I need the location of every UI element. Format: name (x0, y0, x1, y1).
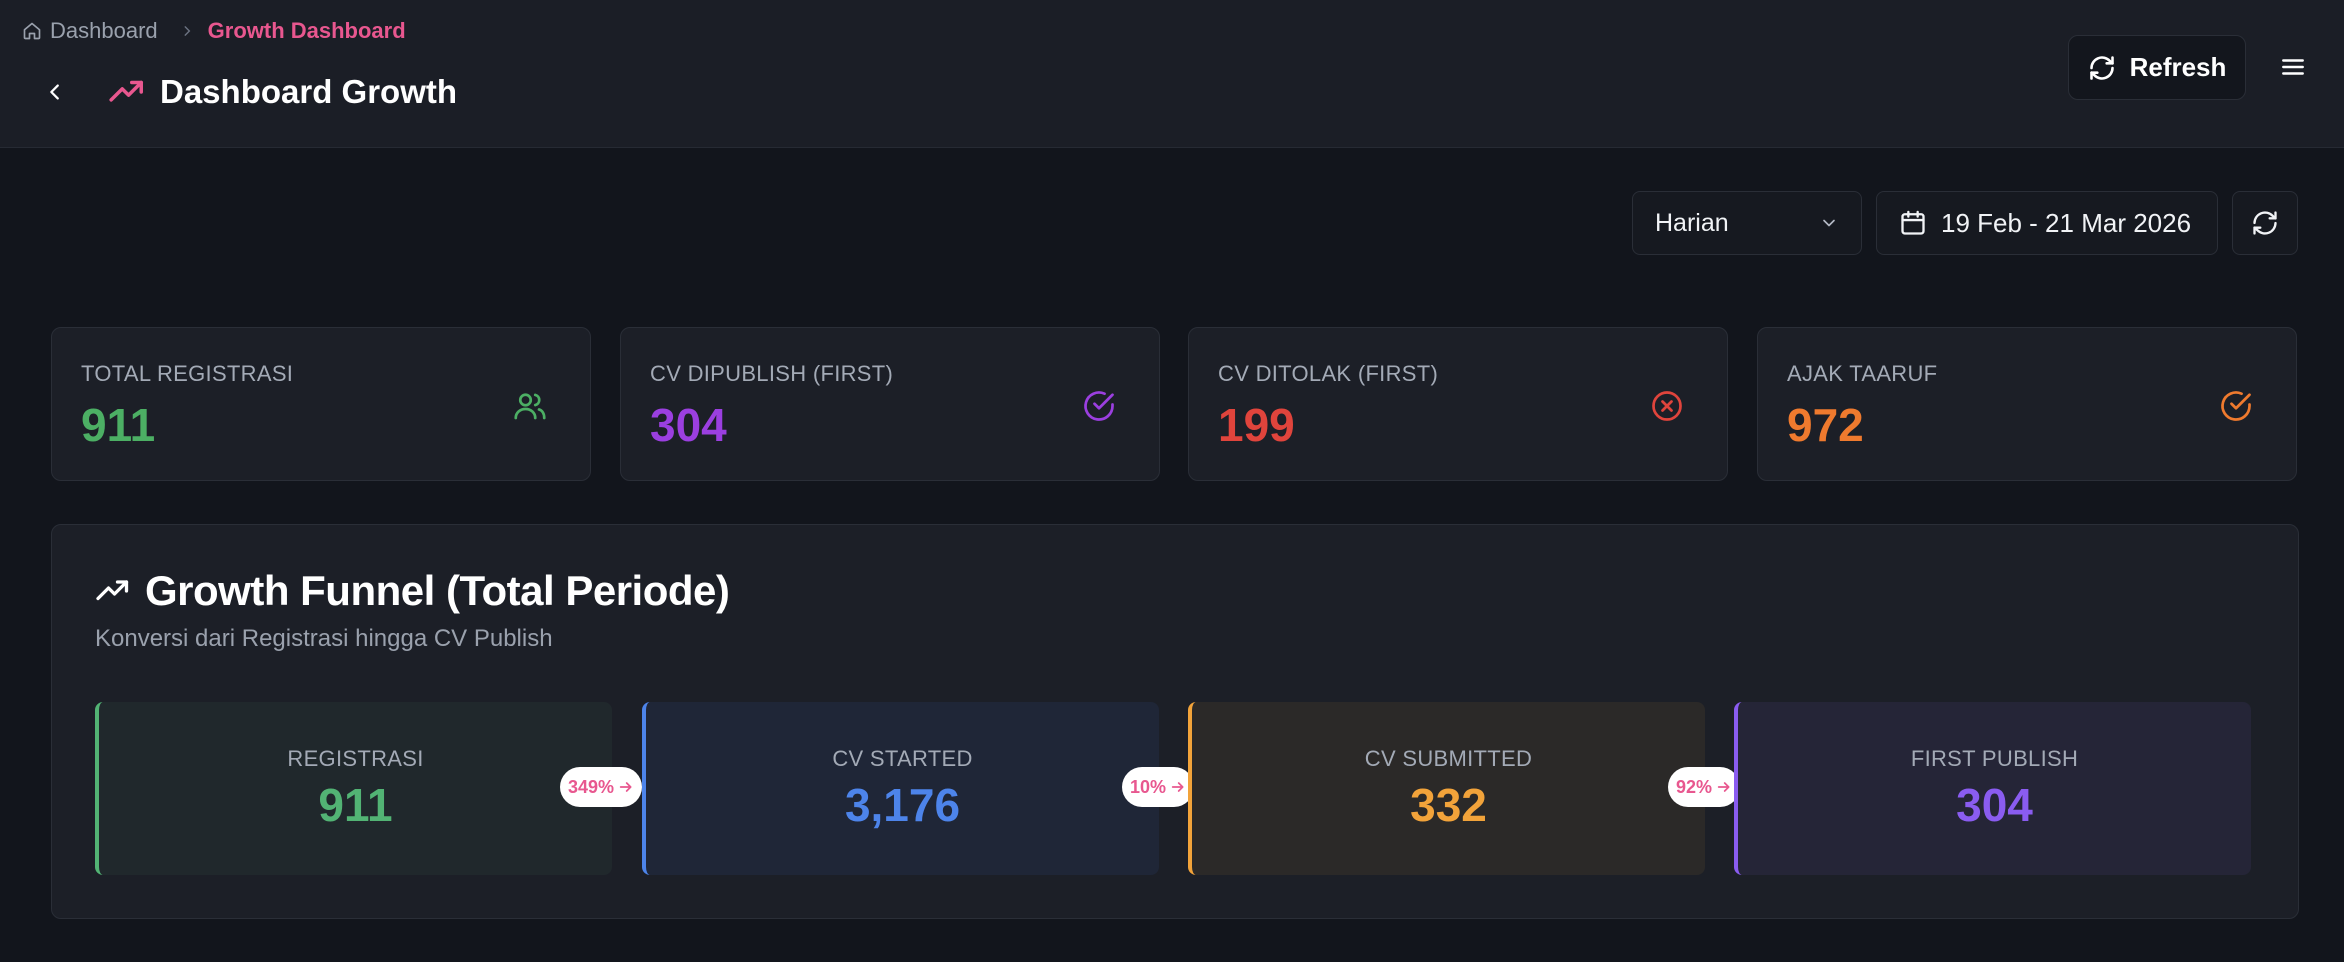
stat-label: CV DIPUBLISH (FIRST) (650, 361, 894, 386)
funnel-title-row: Growth Funnel (Total Periode) (95, 567, 730, 615)
stat-label: TOTAL REGISTRASI (81, 361, 294, 386)
x-circle-icon (1649, 388, 1685, 424)
page-header: Dashboard Growth Dashboard Dashboard Gro… (0, 0, 2344, 148)
home-icon (23, 22, 41, 40)
conversion-badge: 349% (560, 767, 643, 807)
period-select-value: Harian (1655, 208, 1729, 237)
stat-label: AJAK TAARUF (1787, 361, 1938, 386)
refresh-button-label: Refresh (2129, 52, 2227, 82)
chevron-right-icon (180, 24, 194, 38)
stat-value: 911 (81, 399, 156, 451)
stat-card-cv-ditolak: CV DITOLAK (FIRST) 199 (1188, 327, 1728, 481)
menu-button[interactable] (2276, 50, 2310, 84)
title-row: Dashboard Growth (40, 68, 457, 116)
reload-button[interactable] (2232, 191, 2298, 255)
conversion-value: 10% (1130, 776, 1167, 797)
back-button[interactable] (40, 77, 70, 107)
stage-value: 911 (318, 778, 393, 831)
page-title: Dashboard Growth (160, 73, 458, 110)
refresh-icon (2253, 211, 2277, 235)
check-circle-icon (1081, 388, 1117, 424)
funnel-stage-registrasi: REGISTRASI 911 (95, 702, 612, 875)
conversion-badge: 92% (1668, 767, 1741, 807)
conversion-badge: 10% (1122, 767, 1195, 807)
refresh-icon (2089, 55, 2114, 80)
arrow-right-icon (1171, 782, 1184, 792)
stage-label: CV STARTED (832, 745, 973, 771)
date-range-value: 19 Feb - 21 Mar 2026 (1941, 207, 2192, 238)
stage-label: CV SUBMITTED (1364, 745, 1533, 771)
stage-label: FIRST PUBLISH (1910, 745, 2079, 771)
breadcrumb: Dashboard Growth Dashboard (22, 16, 406, 46)
breadcrumb-home-link[interactable]: Dashboard (22, 18, 158, 44)
breadcrumb-home-label: Dashboard (50, 18, 158, 43)
check-circle-icon (2218, 388, 2254, 424)
growth-funnel-panel: Growth Funnel (Total Periode) Konversi d… (51, 524, 2299, 919)
hamburger-menu-icon (2282, 59, 2304, 75)
stat-card-cv-dipublish: CV DIPUBLISH (FIRST) 304 (620, 327, 1160, 481)
stat-card-total-registrasi: TOTAL REGISTRASI 911 (51, 327, 591, 481)
users-icon (512, 388, 548, 424)
funnel-stage-first-publish: FIRST PUBLISH 304 (1734, 702, 2251, 875)
funnel-subtitle: Konversi dari Registrasi hingga CV Publi… (95, 625, 553, 652)
stage-label: REGISTRASI (287, 745, 424, 771)
stage-value: 3,176 (844, 778, 961, 831)
stat-value: 304 (650, 399, 727, 451)
stage-value: 304 (1956, 778, 2033, 831)
date-range-picker[interactable]: 19 Feb - 21 Mar 2026 (1876, 191, 2218, 255)
chevron-down-icon (1823, 219, 1835, 227)
refresh-button[interactable]: Refresh (2068, 35, 2246, 100)
chevron-left-icon (50, 84, 59, 100)
stat-label: CV DITOLAK (FIRST) (1218, 361, 1439, 386)
trending-up-icon (96, 580, 129, 601)
stat-value: 972 (1787, 399, 1864, 451)
breadcrumb-current: Growth Dashboard (207, 18, 406, 43)
stage-value: 332 (1410, 778, 1487, 831)
conversion-value: 92% (1676, 776, 1713, 797)
funnel-title: Growth Funnel (Total Periode) (145, 567, 730, 614)
conversion-value: 349% (568, 776, 615, 797)
stat-card-ajak-taaruf: AJAK TAARUF 972 (1757, 327, 2297, 481)
funnel-stage-cv-submitted: CV SUBMITTED 332 (1188, 702, 1705, 875)
arrow-right-icon (1717, 782, 1730, 792)
period-select[interactable]: Harian (1632, 191, 1862, 255)
arrow-right-icon (619, 782, 632, 792)
calendar-icon (1901, 210, 1925, 235)
trending-up-icon (108, 73, 146, 111)
funnel-stage-cv-started: CV STARTED 3,176 (642, 702, 1159, 875)
stat-value: 199 (1218, 399, 1295, 451)
